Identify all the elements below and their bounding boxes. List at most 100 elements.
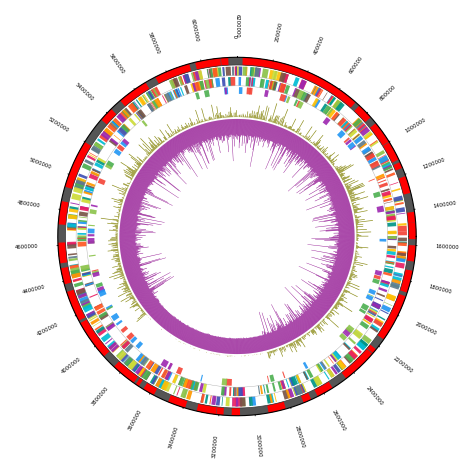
Polygon shape bbox=[253, 121, 256, 141]
Polygon shape bbox=[129, 272, 156, 285]
Polygon shape bbox=[224, 120, 227, 135]
Polygon shape bbox=[126, 286, 128, 287]
Polygon shape bbox=[91, 171, 100, 177]
Polygon shape bbox=[204, 123, 210, 140]
Polygon shape bbox=[355, 258, 356, 259]
Polygon shape bbox=[334, 201, 349, 206]
Polygon shape bbox=[181, 326, 189, 340]
Polygon shape bbox=[130, 186, 145, 194]
Polygon shape bbox=[160, 144, 161, 145]
Polygon shape bbox=[200, 121, 201, 123]
Polygon shape bbox=[292, 387, 296, 396]
Polygon shape bbox=[265, 128, 283, 169]
Polygon shape bbox=[126, 175, 132, 179]
Polygon shape bbox=[121, 254, 137, 257]
Polygon shape bbox=[81, 199, 91, 204]
Polygon shape bbox=[363, 131, 373, 140]
Polygon shape bbox=[275, 311, 292, 341]
Polygon shape bbox=[367, 157, 377, 164]
Polygon shape bbox=[148, 137, 157, 148]
Polygon shape bbox=[89, 294, 98, 298]
Polygon shape bbox=[245, 114, 246, 117]
Polygon shape bbox=[365, 153, 375, 161]
Polygon shape bbox=[328, 96, 336, 106]
Polygon shape bbox=[94, 141, 103, 150]
Polygon shape bbox=[340, 173, 345, 176]
Polygon shape bbox=[183, 327, 191, 341]
Polygon shape bbox=[140, 308, 141, 309]
Polygon shape bbox=[266, 333, 272, 349]
Polygon shape bbox=[350, 199, 351, 200]
Polygon shape bbox=[158, 368, 164, 376]
Polygon shape bbox=[325, 284, 341, 293]
Polygon shape bbox=[302, 135, 304, 137]
Polygon shape bbox=[168, 69, 175, 79]
Polygon shape bbox=[263, 123, 267, 138]
Polygon shape bbox=[177, 135, 186, 149]
Polygon shape bbox=[337, 301, 343, 305]
Polygon shape bbox=[215, 114, 217, 119]
Text: 4200000: 4200000 bbox=[36, 322, 60, 337]
Polygon shape bbox=[243, 67, 247, 76]
Polygon shape bbox=[287, 135, 297, 151]
Polygon shape bbox=[232, 116, 233, 117]
Polygon shape bbox=[335, 265, 350, 270]
Polygon shape bbox=[325, 317, 326, 318]
Polygon shape bbox=[124, 264, 142, 270]
Polygon shape bbox=[151, 376, 158, 385]
Polygon shape bbox=[326, 226, 354, 228]
Polygon shape bbox=[260, 122, 264, 137]
Polygon shape bbox=[354, 210, 367, 213]
Polygon shape bbox=[247, 120, 251, 143]
Polygon shape bbox=[348, 191, 354, 193]
Polygon shape bbox=[131, 185, 173, 206]
Polygon shape bbox=[378, 179, 386, 184]
Polygon shape bbox=[327, 368, 335, 377]
Polygon shape bbox=[355, 258, 357, 259]
Polygon shape bbox=[327, 183, 342, 191]
Polygon shape bbox=[257, 121, 261, 137]
Polygon shape bbox=[172, 134, 173, 136]
Polygon shape bbox=[297, 314, 310, 329]
Polygon shape bbox=[251, 111, 253, 118]
Polygon shape bbox=[121, 254, 139, 258]
Polygon shape bbox=[176, 324, 184, 337]
Polygon shape bbox=[328, 152, 335, 159]
Polygon shape bbox=[215, 78, 220, 87]
Polygon shape bbox=[127, 271, 142, 278]
Polygon shape bbox=[145, 164, 179, 191]
Polygon shape bbox=[333, 251, 353, 255]
Polygon shape bbox=[238, 387, 243, 396]
Polygon shape bbox=[86, 310, 96, 318]
Polygon shape bbox=[310, 307, 322, 318]
Polygon shape bbox=[120, 206, 121, 207]
Polygon shape bbox=[150, 158, 163, 169]
Polygon shape bbox=[121, 218, 138, 221]
Polygon shape bbox=[281, 324, 290, 342]
Polygon shape bbox=[133, 182, 151, 192]
Polygon shape bbox=[116, 228, 118, 229]
Polygon shape bbox=[112, 265, 121, 268]
Polygon shape bbox=[189, 380, 194, 390]
Polygon shape bbox=[299, 133, 301, 135]
Polygon shape bbox=[123, 289, 130, 292]
Polygon shape bbox=[150, 157, 165, 170]
Polygon shape bbox=[335, 242, 355, 243]
Polygon shape bbox=[271, 81, 276, 90]
Polygon shape bbox=[113, 229, 118, 230]
Polygon shape bbox=[121, 255, 137, 259]
Polygon shape bbox=[380, 239, 386, 242]
Polygon shape bbox=[240, 338, 241, 354]
Polygon shape bbox=[123, 209, 152, 217]
Polygon shape bbox=[263, 118, 264, 120]
Polygon shape bbox=[305, 136, 308, 139]
Polygon shape bbox=[190, 125, 191, 127]
Polygon shape bbox=[232, 408, 240, 416]
Polygon shape bbox=[356, 242, 357, 243]
Polygon shape bbox=[320, 104, 328, 113]
Polygon shape bbox=[312, 158, 324, 168]
Polygon shape bbox=[112, 271, 123, 274]
Polygon shape bbox=[120, 250, 137, 253]
Polygon shape bbox=[337, 245, 354, 247]
Polygon shape bbox=[386, 216, 396, 220]
